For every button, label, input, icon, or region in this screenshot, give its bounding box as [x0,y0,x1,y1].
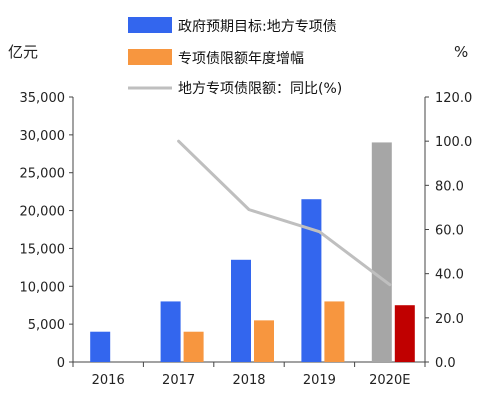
bar-increase-2020E [394,305,415,362]
legend-swatch-target [128,17,172,33]
bars [90,142,415,362]
right-tick-label: 40.0 [435,268,464,283]
x-tick-label: 2020E [369,373,410,388]
legend-label-yoy: 地方专项债限额：同比(%) [178,81,342,97]
left-tick-label: 30,000 [20,129,66,144]
left-tick-label: 35,000 [20,91,66,106]
bar-target-2016 [90,331,111,362]
left-axis-unit: 亿元 [8,43,38,61]
right-tick-label: 20.0 [435,312,464,327]
left-tick-label: 15,000 [20,242,66,257]
bar-target-2017 [160,301,181,362]
right-tick-label: 0.0 [435,356,456,371]
x-axis-ticks: 2016 2017 2018 2019 2020E [72,362,426,388]
bar-increase-2018 [254,320,274,362]
x-tick-label: 2018 [232,373,265,388]
right-axis-ticks: 0.0 20.0 40.0 60.0 80.0 100.0 120.0 [425,91,472,371]
bar-increase-2017 [183,331,204,362]
yoy-line-series [177,139,392,287]
legend-label-increase: 专项债限额年度增幅 [178,51,304,67]
legend-swatch-increase [128,49,172,65]
left-tick-label: 5,000 [28,318,65,333]
bar-target-2020E [371,142,392,362]
left-tick-label: 25,000 [20,167,66,182]
x-tick-label: 2017 [162,373,195,388]
x-tick-label: 2019 [303,373,336,388]
legend: 政府预期目标:地方专项债 专项债限额年度增幅 地方专项债限额：同比(%) [128,17,342,97]
left-axis-ticks: 0 5,000 10,000 15,000 20,000 25,000 30,000 35,0… [20,91,73,371]
left-tick-label: 20,000 [20,205,66,220]
right-tick-label: 60.0 [435,224,464,239]
right-tick-label: 80.0 [435,179,464,194]
legend-label-target: 政府预期目标:地方专项债 [178,19,337,35]
bar-target-2019 [301,199,322,362]
left-tick-label: 0 [57,356,65,371]
x-tick-label: 2016 [92,373,125,388]
yoy-line [177,139,392,287]
bar-target-2018 [231,259,251,362]
right-tick-label: 100.0 [435,135,472,150]
bar-increase-2019 [324,301,345,362]
right-axis-unit: % [454,43,468,61]
left-tick-label: 10,000 [20,280,66,295]
right-tick-label: 120.0 [435,91,472,106]
